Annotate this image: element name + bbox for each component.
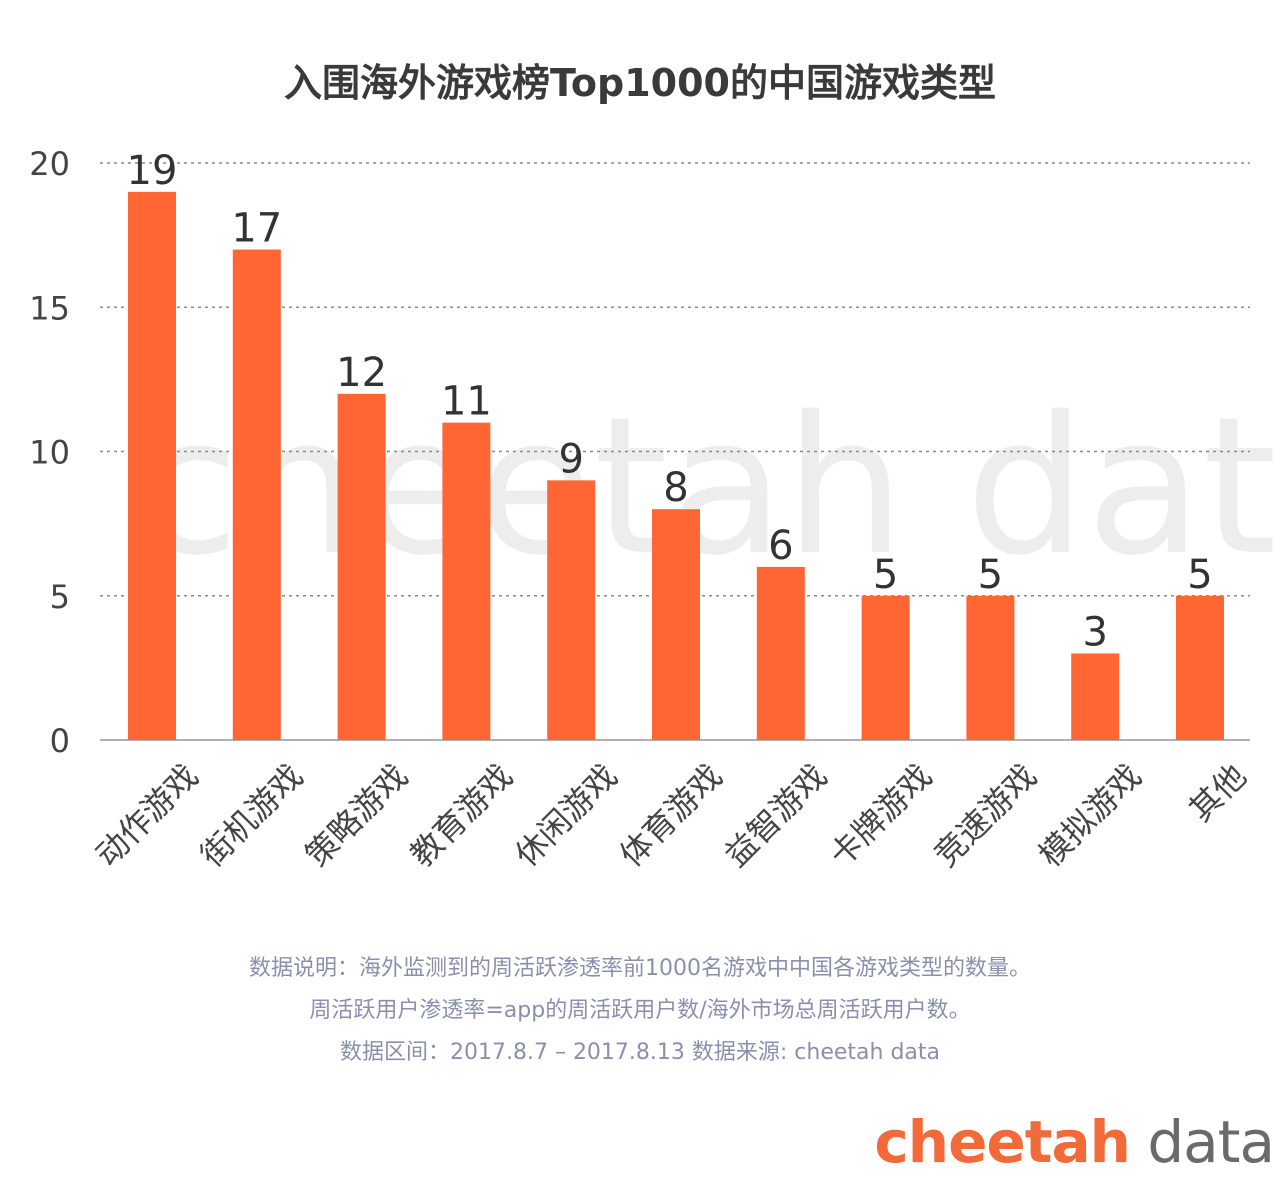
x-tick-label: 模拟游戏 bbox=[1031, 757, 1148, 874]
bar bbox=[1176, 596, 1224, 740]
data-label: 9 bbox=[558, 436, 583, 482]
y-tick-label: 20 bbox=[29, 145, 70, 183]
cheetah-data-logo: cheetah data bbox=[874, 1113, 1274, 1171]
data-notes: 数据说明：海外监测到的周活跃渗透率前1000名游戏中中国各游戏类型的数量。 周活… bbox=[0, 948, 1280, 1074]
bar bbox=[1071, 653, 1119, 740]
data-label: 5 bbox=[978, 552, 1003, 598]
x-tick-label: 竞速游戏 bbox=[927, 757, 1044, 874]
data-label: 11 bbox=[441, 379, 492, 425]
data-label: 12 bbox=[336, 350, 387, 396]
y-axis-ticks: 0 5 10 15 20 bbox=[29, 145, 70, 760]
watermark-text: cheetah data bbox=[135, 376, 1280, 597]
logo-part-data: data bbox=[1130, 1108, 1274, 1176]
bar bbox=[862, 596, 910, 740]
y-tick-label: 0 bbox=[50, 722, 70, 760]
x-tick-label: 休闲游戏 bbox=[507, 757, 624, 874]
bar bbox=[757, 567, 805, 740]
y-tick-label: 15 bbox=[29, 289, 70, 327]
x-tick-label: 体育游戏 bbox=[612, 757, 729, 874]
x-tick-label: 教育游戏 bbox=[403, 757, 520, 874]
note-line-2: 周活跃用户渗透率=app的周活跃用户数/海外市场总周活跃用户数。 bbox=[0, 990, 1280, 1032]
x-axis-ticks: 动作游戏街机游戏策略游戏教育游戏休闲游戏体育游戏益智游戏卡牌游戏竞速游戏模拟游戏… bbox=[88, 757, 1253, 874]
y-tick-label: 5 bbox=[50, 578, 70, 616]
logo-part-cheetah: cheetah bbox=[874, 1108, 1130, 1176]
bar bbox=[966, 596, 1014, 740]
x-tick-label: 策略游戏 bbox=[298, 757, 415, 874]
x-tick-label: 益智游戏 bbox=[717, 757, 834, 874]
bar bbox=[547, 480, 595, 740]
bar bbox=[652, 509, 700, 740]
data-label: 19 bbox=[127, 148, 178, 194]
data-label: 5 bbox=[1187, 552, 1212, 598]
bar bbox=[233, 250, 281, 740]
bar bbox=[442, 423, 490, 740]
x-tick-label: 其他 bbox=[1182, 757, 1254, 829]
y-tick-label: 10 bbox=[29, 434, 70, 472]
note-line-3: 数据区间：2017.8.7 – 2017.8.13 数据来源: cheetah … bbox=[0, 1032, 1280, 1074]
note-line-1: 数据说明：海外监测到的周活跃渗透率前1000名游戏中中国各游戏类型的数量。 bbox=[0, 948, 1280, 990]
x-tick-label: 街机游戏 bbox=[193, 757, 310, 874]
bar-chart: cheetah data 0 5 10 15 20 19 17 12 11 9 8 6 5 5 3 5 动作… bbox=[0, 0, 1280, 940]
x-tick-label: 卡牌游戏 bbox=[822, 757, 939, 874]
x-tick-label: 动作游戏 bbox=[88, 757, 205, 874]
data-label: 6 bbox=[768, 523, 793, 569]
data-label: 8 bbox=[663, 465, 688, 511]
data-label: 5 bbox=[873, 552, 898, 598]
bar bbox=[128, 192, 176, 740]
data-label: 17 bbox=[231, 206, 282, 252]
bar bbox=[338, 394, 386, 740]
data-label: 3 bbox=[1082, 609, 1107, 655]
